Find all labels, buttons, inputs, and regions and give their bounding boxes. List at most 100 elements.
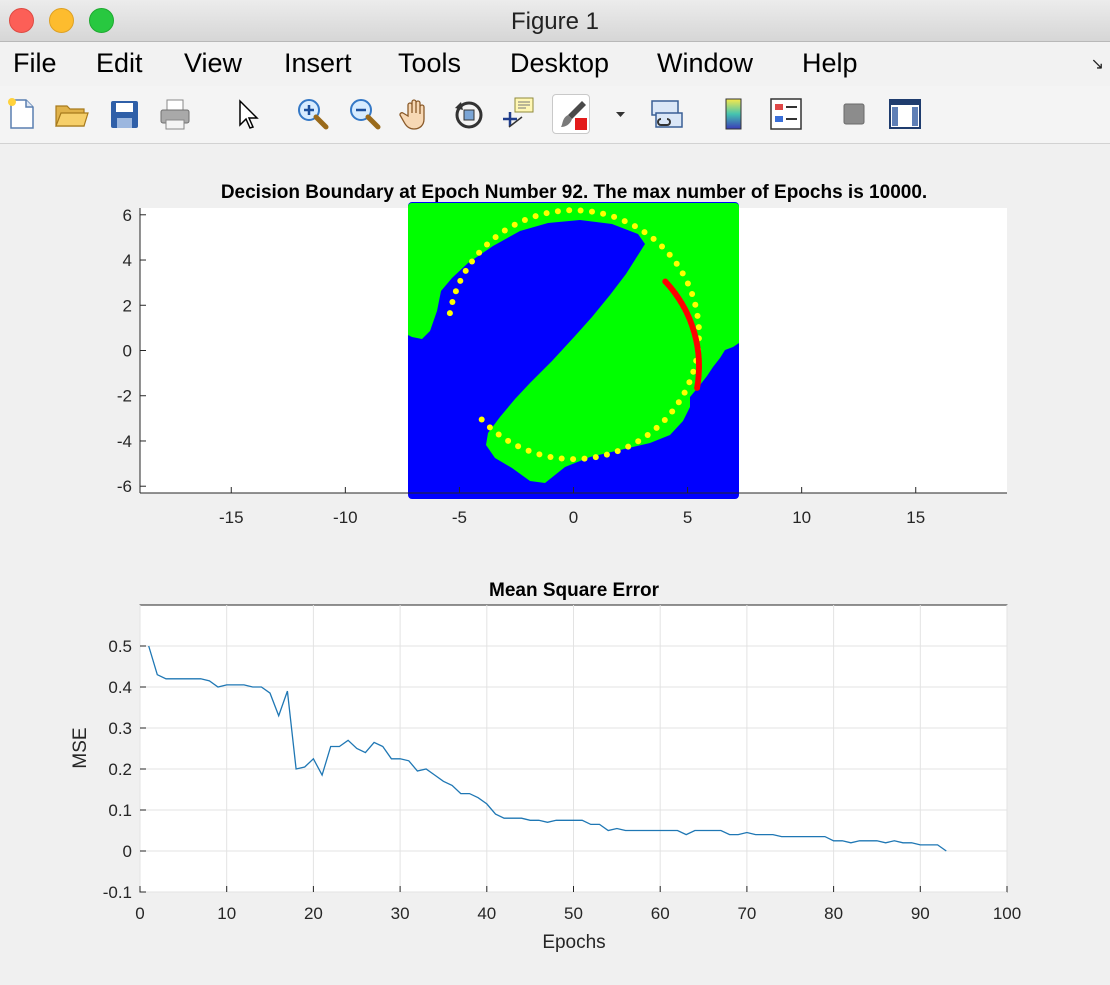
menu-help[interactable]: Help xyxy=(802,48,858,78)
yellow-point xyxy=(653,424,660,431)
pointer-icon[interactable] xyxy=(228,94,268,134)
yellow-point xyxy=(554,208,561,215)
axes2-xtick-label: 80 xyxy=(824,904,843,923)
yellow-point xyxy=(659,243,665,250)
axes2-xtick-label: 10 xyxy=(217,904,236,923)
yellow-point xyxy=(492,234,499,241)
axes1-xtick-label: -10 xyxy=(333,508,358,527)
yellow-point xyxy=(695,324,702,331)
yellow-point xyxy=(446,310,453,317)
yellow-point xyxy=(611,213,618,220)
rotate-3d-icon[interactable] xyxy=(449,94,489,134)
yellow-point xyxy=(694,312,701,319)
red-class-points xyxy=(662,278,702,391)
axes2-grid xyxy=(139,605,1008,893)
menu-file[interactable]: File xyxy=(13,48,57,78)
show-plot-tools-icon[interactable] xyxy=(885,94,925,134)
axes1-ticks: -15 -10 -5 0 5 10 15 6 4 2 0 -2 -4 -6 xyxy=(117,206,925,527)
yellow-point xyxy=(501,227,508,234)
data-cursor-icon[interactable] xyxy=(499,94,539,134)
axes1-xtick-label: 5 xyxy=(683,508,692,527)
undock-arrow-icon[interactable]: ↘ xyxy=(1090,56,1104,73)
axes2-xtick-label: 90 xyxy=(911,904,930,923)
link-plot-icon[interactable] xyxy=(647,94,687,134)
axes1-title: Decision Boundary at Epoch Number 92. Th… xyxy=(221,182,927,203)
axes2-xtick-label: 30 xyxy=(391,904,410,923)
axes1-ytick-label: -2 xyxy=(117,387,132,406)
axes2-ytick-label: 0.4 xyxy=(108,678,132,697)
hide-plot-tools-icon[interactable] xyxy=(834,94,874,134)
window-title: Figure 1 xyxy=(510,8,600,35)
yellow-point xyxy=(684,280,691,287)
menu-insert[interactable]: Insert xyxy=(284,48,352,78)
yellow-point xyxy=(452,288,459,295)
axes2-xtick-label: 60 xyxy=(651,904,670,923)
yellow-point xyxy=(631,223,638,230)
yellow-point xyxy=(641,229,648,236)
save-icon[interactable] xyxy=(104,94,144,134)
axes2-ytick-label: 0.2 xyxy=(108,760,132,779)
menu-view[interactable]: View xyxy=(184,48,243,78)
menu-window[interactable]: Window xyxy=(657,48,754,78)
axes1-xtick-label: -15 xyxy=(219,508,244,527)
axes1-ytick-label: 2 xyxy=(123,296,132,315)
yellow-point xyxy=(476,249,483,256)
axes2-ticks: 0 10 20 30 40 50 60 70 80 90 1000.50.40.30.20.10-0… xyxy=(103,637,1021,923)
menu-desktop[interactable]: Desktop xyxy=(510,48,610,78)
print-icon[interactable] xyxy=(155,94,195,134)
axes1-ytick-label: -6 xyxy=(117,477,132,496)
minimize-window-button[interactable] xyxy=(49,8,74,33)
pan-hand-icon[interactable] xyxy=(396,94,436,134)
yellow-point xyxy=(449,299,456,305)
menu-edit[interactable]: Edit xyxy=(96,48,143,78)
yellow-point xyxy=(669,408,676,415)
yellow-point xyxy=(600,210,607,217)
yellow-point xyxy=(462,267,469,274)
yellow-point xyxy=(581,455,588,462)
menu-tools[interactable]: Tools xyxy=(398,48,462,78)
yellow-point xyxy=(614,448,621,455)
yellow-point xyxy=(673,260,680,267)
mse-series-line xyxy=(148,645,947,852)
maximize-window-button[interactable] xyxy=(89,8,114,33)
yellow-point xyxy=(457,277,464,284)
yellow-point xyxy=(469,258,475,265)
yellow-point xyxy=(603,451,610,458)
yellow-point xyxy=(486,424,493,431)
yellow-point xyxy=(589,208,595,215)
brush-icon[interactable] xyxy=(552,94,590,134)
class-a-region xyxy=(408,203,739,483)
brush-dropdown-icon[interactable] xyxy=(600,94,625,134)
mse-axes: 0 10 20 30 40 50 60 70 80 90 1000.50.40.30.20.10-0… xyxy=(70,580,1021,953)
open-file-icon[interactable] xyxy=(51,94,91,134)
axes2-xtick-label: 70 xyxy=(737,904,756,923)
axes1-xtick-label: -5 xyxy=(452,508,467,527)
new-figure-icon[interactable] xyxy=(2,94,42,134)
axes2-xtick-label: 20 xyxy=(304,904,323,923)
figure-canvas: -15 -10 -5 0 5 10 15 6 4 2 0 -2 -4 -6 Decision Bounda… xyxy=(0,145,1110,980)
zoom-out-icon[interactable] xyxy=(345,94,385,134)
yellow-point xyxy=(621,218,628,225)
yellow-point xyxy=(625,443,632,450)
yellow-point xyxy=(577,207,584,214)
yellow-point xyxy=(666,251,673,258)
colorbar-icon[interactable] xyxy=(714,94,754,134)
axes2-ytick-label: 0.1 xyxy=(108,801,132,820)
yellow-point xyxy=(521,217,528,223)
axes2-ytick-label: 0 xyxy=(123,842,132,861)
legend-icon[interactable] xyxy=(766,94,806,134)
yellow-point xyxy=(543,210,550,217)
axes1-ytick-label: -4 xyxy=(117,432,132,451)
yellow-point xyxy=(689,291,696,297)
yellow-point xyxy=(505,437,512,444)
yellow-point xyxy=(661,417,668,423)
yellow-point xyxy=(692,301,699,308)
yellow-point xyxy=(532,213,539,220)
zoom-in-icon[interactable] xyxy=(293,94,333,134)
axes2-ytick-label: -0.1 xyxy=(103,883,132,902)
close-window-button[interactable] xyxy=(9,8,34,33)
yellow-point xyxy=(525,447,532,454)
menu-bar: File Edit View Insert Tools Desktop Wind… xyxy=(0,42,1110,86)
yellow-point xyxy=(690,368,697,375)
